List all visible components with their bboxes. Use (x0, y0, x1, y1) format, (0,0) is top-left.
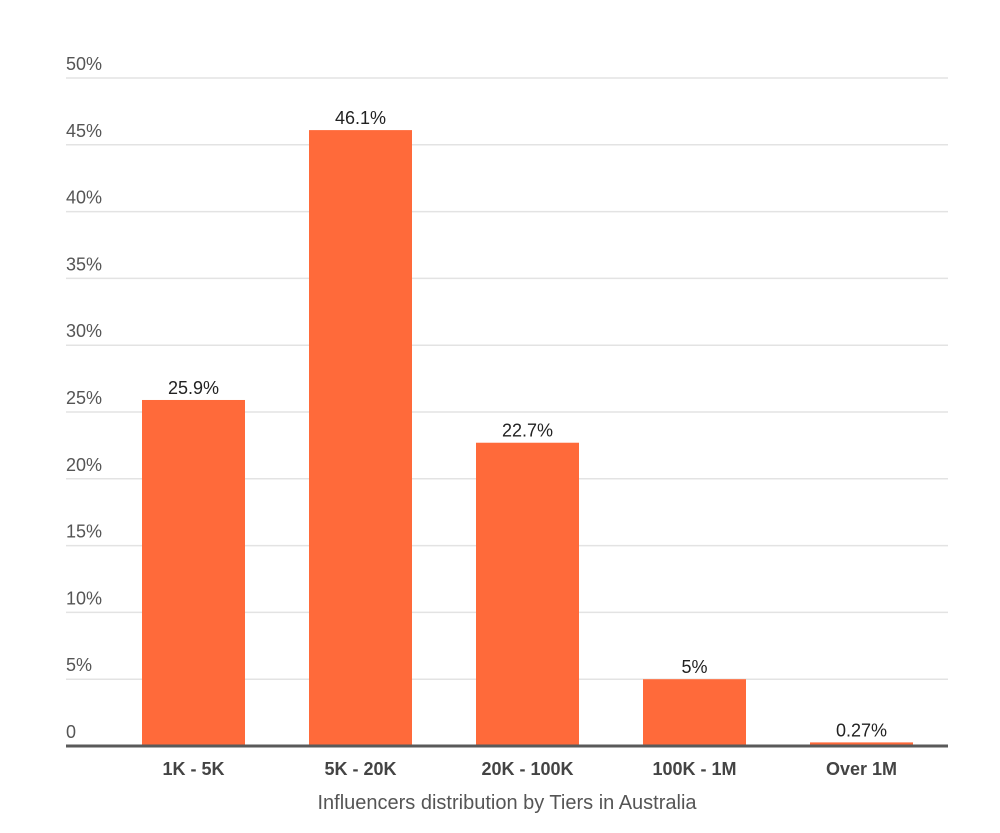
x-tick-label: 5K - 20K (324, 759, 396, 779)
y-tick-label: 5% (66, 655, 92, 675)
bars (142, 130, 913, 746)
y-tick-label: 15% (66, 522, 102, 542)
x-tick-label: 1K - 5K (162, 759, 224, 779)
x-tick-label: Over 1M (826, 759, 897, 779)
y-tick-label: 0 (66, 722, 76, 742)
y-tick-label: 10% (66, 588, 102, 608)
y-axis-ticks: 0 5% 10% 15% 20% 25% 30% 35% 40% 45% 50% (66, 54, 102, 742)
y-tick-label: 40% (66, 188, 102, 208)
x-tick-label: 100K - 1M (652, 759, 736, 779)
y-tick-label: 45% (66, 121, 102, 141)
bar (142, 399, 245, 746)
x-axis-title: Influencers distribution by Tiers in Aus… (317, 792, 697, 814)
bar (476, 442, 579, 746)
x-axis-ticks: 1K - 5K 5K - 20K 20K - 100K 100K - 1M Over 1… (162, 759, 897, 779)
data-label: 46.1% (335, 108, 386, 128)
bar (309, 130, 412, 746)
y-tick-label: 30% (66, 321, 102, 341)
x-tick-label: 20K - 100K (481, 759, 573, 779)
y-tick-label: 50% (66, 54, 102, 74)
y-tick-label: 35% (66, 254, 102, 274)
data-labels: 25.9% 46.1% 22.7% 5% 0.27% (168, 108, 887, 740)
data-label: 25.9% (168, 378, 219, 398)
data-label: 0.27% (836, 720, 887, 740)
data-label: 22.7% (502, 421, 553, 441)
bar (643, 679, 746, 746)
y-tick-label: 20% (66, 455, 102, 475)
data-label: 5% (681, 657, 707, 677)
bar (810, 742, 913, 746)
y-tick-label: 25% (66, 388, 102, 408)
